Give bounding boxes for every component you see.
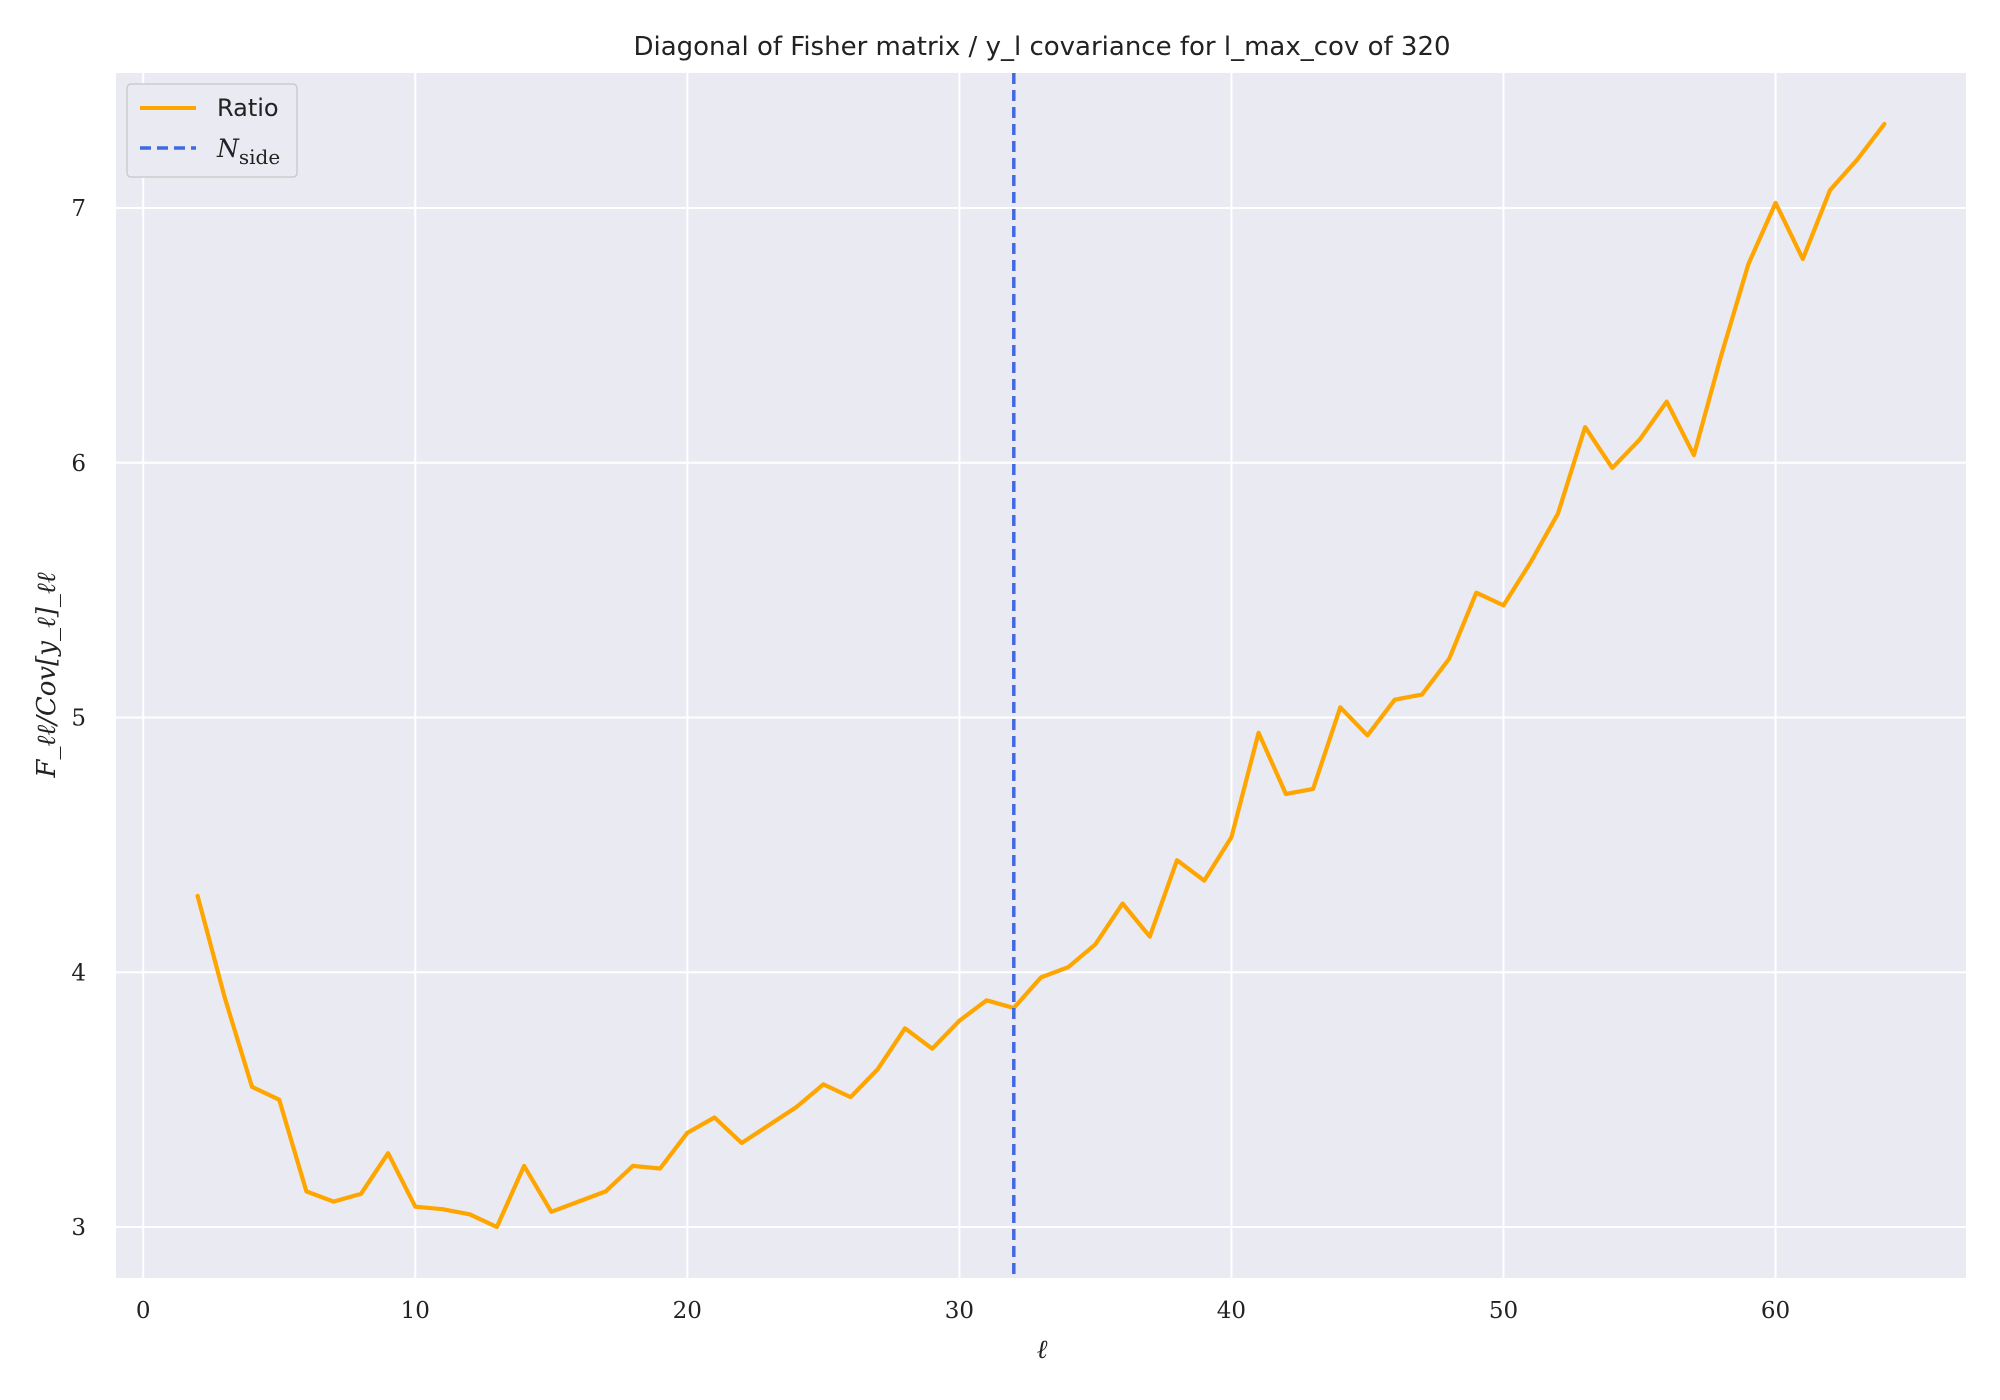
y-tick-labels: 3 4 5 6 7: [71, 196, 86, 1241]
series-group: [195, 73, 1887, 1278]
legend: Ratio Nside: [126, 83, 298, 178]
chart-title: Diagonal of Fisher matrix / y_l covarian…: [633, 32, 1450, 62]
y-tick-label: 4: [71, 960, 86, 986]
legend-label-nside: Nside: [216, 134, 280, 169]
x-tick-label: 30: [945, 1298, 974, 1324]
x-tick-label: 60: [1761, 1298, 1790, 1324]
y-tick-label: 5: [71, 706, 86, 732]
x-tick-label: 40: [1217, 1298, 1246, 1324]
y-tick-label: 3: [71, 1215, 86, 1241]
y-tick-label: 7: [71, 196, 86, 222]
legend-label-ratio: Ratio: [217, 94, 279, 122]
x-tick-label: 0: [136, 1298, 151, 1324]
x-axis-label: ℓ: [1037, 1335, 1048, 1365]
plot-area: [116, 73, 1966, 1278]
x-tick-label: 10: [401, 1298, 430, 1324]
series-line-ratio: [195, 121, 1887, 1230]
y-axis-label: F_ℓℓ/Cov[y_ℓ]_ℓℓ: [32, 572, 62, 778]
x-tick-labels: 0 10 20 30 40 50 60: [136, 1298, 1790, 1324]
legend-label-nside-main: N: [216, 134, 240, 163]
x-tick-label: 20: [673, 1298, 702, 1324]
x-tick-label: 50: [1489, 1298, 1518, 1324]
y-tick-label: 6: [71, 451, 86, 477]
legend-label-nside-sub: side: [239, 145, 280, 169]
grid-lines: [116, 73, 1966, 1278]
